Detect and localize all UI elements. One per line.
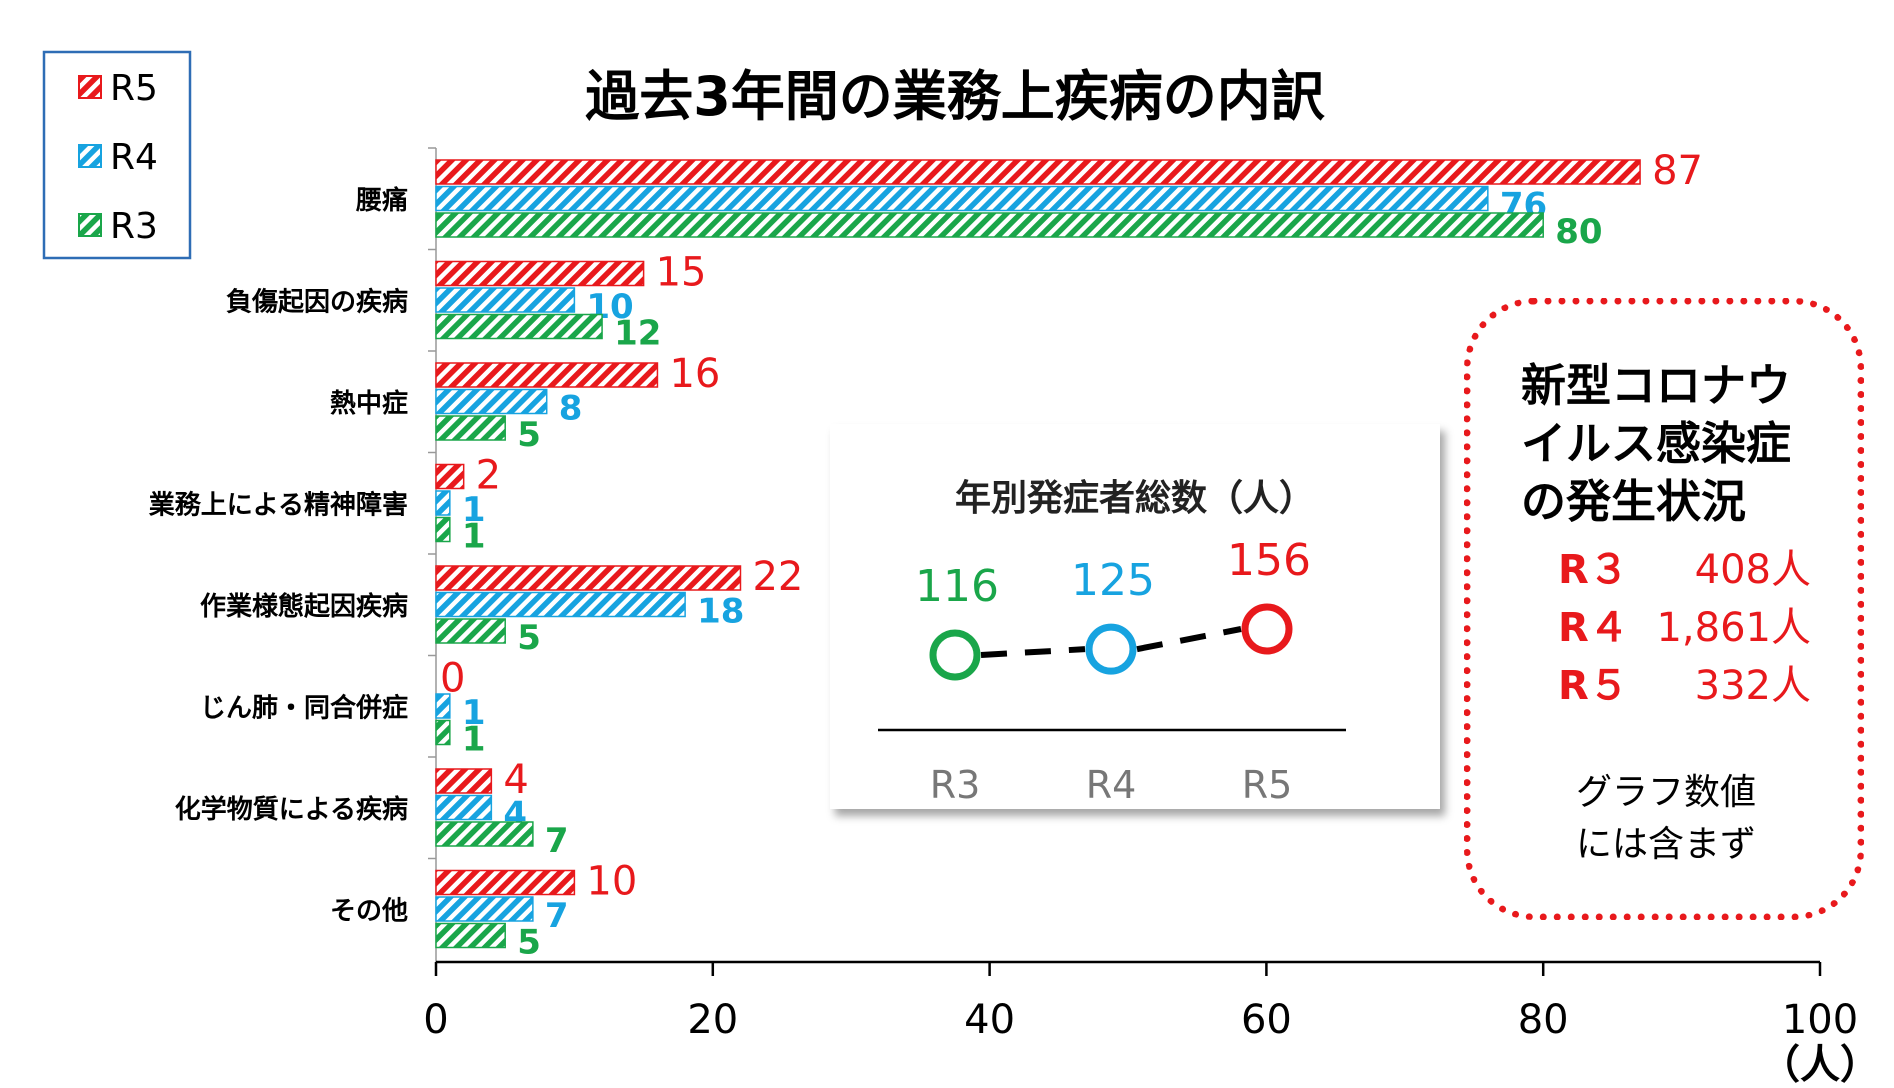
annual-total-inset: 年別発症者総数（人） 116 125 156 R3 R4 R5 (830, 424, 1440, 809)
bar-r3 (435, 516, 451, 543)
covid-row-count: 332人 (1694, 663, 1811, 709)
data-label-r5: 10 (586, 859, 637, 905)
data-label-r4: 8 (559, 389, 583, 429)
data-label-r3: 7 (545, 821, 569, 861)
inset-value-label: 156 (1227, 535, 1311, 586)
inset-category-label: R4 (1086, 763, 1137, 807)
covid-row-count: 408人 (1694, 547, 1811, 593)
bar-r5 (435, 565, 742, 591)
data-label-r5: 16 (669, 351, 720, 397)
legend-swatch-r4 (78, 144, 102, 168)
covid-info-box: 新型コロナウ イルス感染症 の発生状況 R３ 408人 R４ 1,861人 R５… (1464, 298, 1864, 920)
covid-title-line: 新型コロナウ (1521, 359, 1792, 412)
x-tick-label: 100 (1782, 997, 1858, 1043)
inset-point (1241, 603, 1293, 655)
category-label: 化学物質による疾病 (175, 794, 408, 825)
chart-title: 過去3年間の業務上疾病の内訳 (585, 65, 1326, 128)
data-label-r5: 87 (1652, 148, 1703, 194)
inset-point (929, 629, 981, 681)
data-label-r5: 2 (476, 453, 501, 499)
bar-r3 (435, 415, 506, 441)
data-label-r4: 1 (462, 490, 486, 530)
data-label-r5: 15 (656, 250, 707, 296)
inset-category-label: R5 (1242, 763, 1293, 807)
data-label-r3: 12 (614, 314, 661, 354)
bar-r3 (435, 922, 506, 949)
covid-note-line: グラフ数値 (1575, 772, 1756, 813)
bar-r4 (435, 185, 1489, 212)
bar-r4 (435, 693, 451, 719)
legend-box (42, 50, 192, 260)
x-tick-label: 80 (1518, 997, 1569, 1043)
category-label: 腰痛 (355, 185, 408, 216)
data-label-r4: 18 (697, 592, 744, 632)
inset-category-label: R3 (930, 763, 981, 807)
data-label-r3: 1 (462, 517, 486, 557)
x-tick-label: 40 (964, 997, 1015, 1043)
covid-title: 新型コロナウ イルス感染症 の発生状況 (1521, 357, 1851, 531)
x-tick-label: 0 (423, 997, 448, 1043)
category-label: その他 (330, 896, 408, 926)
data-label-r3: 5 (517, 923, 541, 963)
bar-r4 (435, 388, 548, 415)
bar-r3 (435, 618, 506, 644)
bar-r5 (435, 260, 645, 287)
bar-r5 (435, 768, 493, 794)
covid-title-line: イルス感染症 (1521, 417, 1792, 470)
bar-r3 (435, 313, 603, 340)
data-label-r5: 22 (752, 554, 803, 600)
covid-note: グラフ数値 には含まず (1471, 767, 1861, 871)
data-label-r3: 80 (1555, 212, 1602, 252)
bar-r3 (435, 821, 534, 847)
inset-value-label: 125 (1071, 555, 1155, 606)
covid-row: R３ 408人 (1471, 537, 1861, 593)
bar-r3 (435, 719, 451, 746)
covid-note-line: には含まず (1575, 824, 1756, 865)
legend-label-r4: R4 (110, 137, 158, 178)
category-label: じん肺・同合併症 (200, 692, 408, 723)
bar-r4 (435, 591, 686, 618)
category-label: 業務上による精神障害 (149, 489, 408, 520)
legend-swatch-r3 (78, 213, 102, 237)
data-label-r3: 1 (462, 720, 486, 760)
inset-point (1085, 623, 1137, 675)
category-label: 負傷起因の疾病 (226, 286, 408, 317)
covid-row-count: 1,861人 (1656, 605, 1811, 651)
data-label-r4: 1 (462, 693, 486, 733)
bar-r5 (435, 362, 659, 388)
inset-title: 年別発症者総数（人） (955, 478, 1315, 519)
covid-title-line: の発生状況 (1521, 475, 1747, 528)
bar-r5 (435, 159, 1641, 185)
legend: R5 R4 R3 (42, 50, 192, 260)
data-label-r5: 4 (503, 757, 528, 803)
data-label-r3: 5 (517, 618, 541, 658)
inset-line-segment (980, 646, 1086, 658)
category-label: 作業様態起因疾病 (200, 591, 408, 622)
bar-r4 (435, 287, 576, 313)
x-tick-label: 60 (1241, 997, 1292, 1043)
x-tick-label: 20 (687, 997, 738, 1043)
covid-row: R４ 1,861人 (1471, 595, 1861, 651)
bar-r4 (435, 896, 534, 922)
covid-row-year: R３ (1558, 547, 1629, 593)
covid-row-year: R５ (1558, 663, 1629, 709)
bar-r4 (435, 490, 451, 516)
x-axis-unit: （人） (1760, 1042, 1880, 1088)
covid-row: R５ 332人 (1471, 653, 1861, 709)
bar-r3 (435, 212, 1544, 238)
inset-value-label: 116 (915, 561, 999, 612)
bar-r4 (435, 794, 493, 821)
inset-line-segment (1136, 626, 1242, 653)
category-label: 熱中症 (330, 388, 408, 419)
bar-r5 (435, 463, 465, 490)
data-label-r3: 5 (517, 415, 541, 455)
data-label-r4: 7 (545, 896, 569, 936)
legend-label-r5: R5 (110, 68, 158, 109)
covid-row-year: R４ (1558, 605, 1629, 651)
bar-r5 (435, 869, 576, 896)
legend-label-r3: R3 (110, 206, 158, 247)
legend-swatch-r5 (78, 75, 102, 99)
